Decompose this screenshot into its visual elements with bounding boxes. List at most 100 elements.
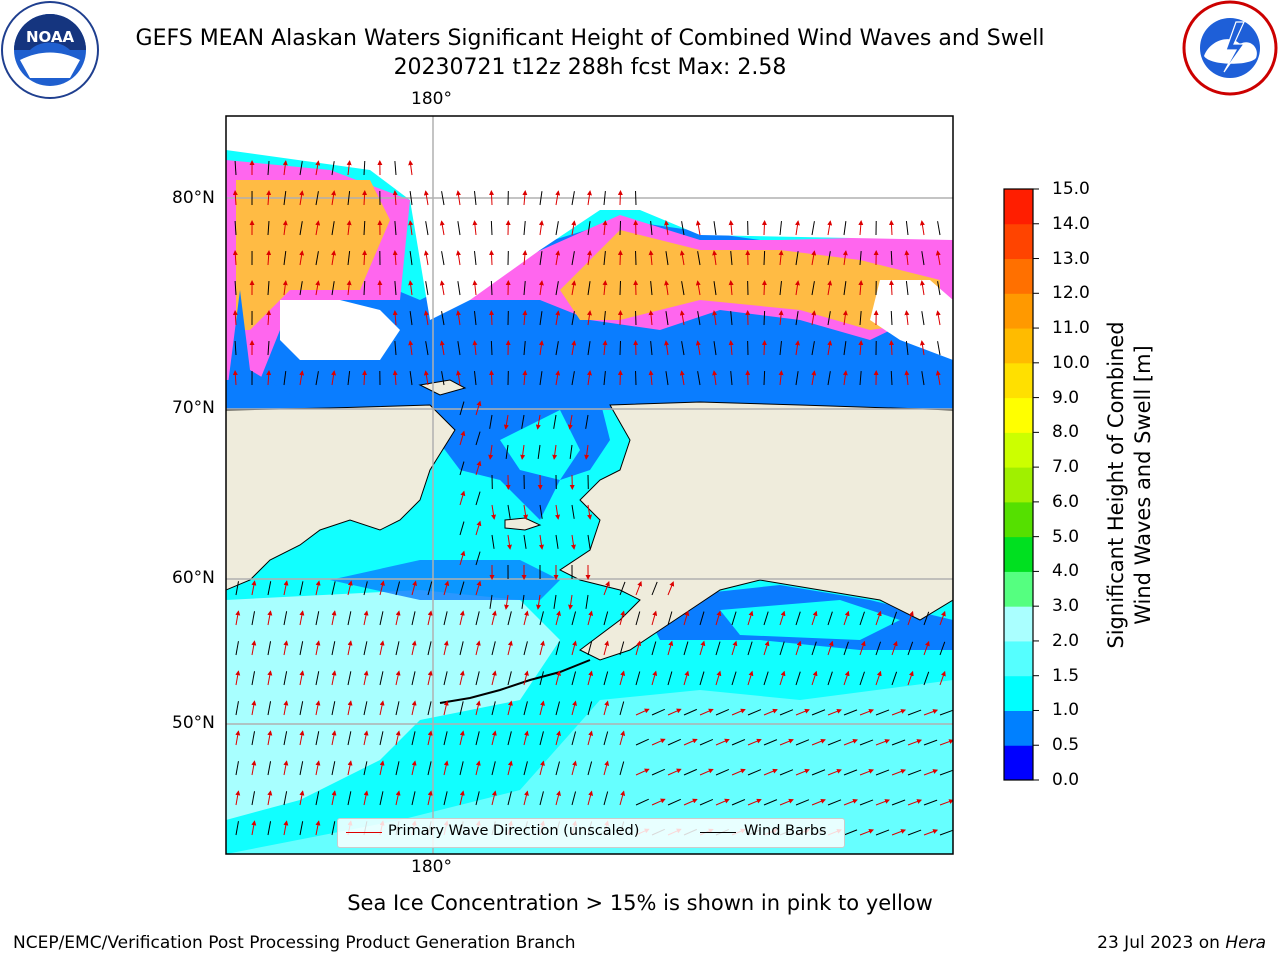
wind-barb [843,341,847,356]
wave-direction-arrow [859,640,866,656]
wave-direction-arrow [747,670,754,686]
wind-barb [267,220,270,236]
wave-direction-arrow [299,730,305,746]
wave-direction-arrow [443,760,449,776]
wind-barb [315,611,320,626]
wind-barb [441,251,445,266]
wave-direction-arrow [712,370,718,386]
wave-direction-arrow [728,280,734,296]
wind-barb [859,371,862,386]
wind-barb [681,221,685,236]
wave-direction-arrow [587,790,593,806]
lat-label-60n: 60°N [172,568,215,588]
wind-barb [555,221,559,236]
wave-direction-arrow [667,640,674,656]
wind-barb [571,504,575,519]
wave-direction-arrow [379,580,385,596]
wind-barb [699,611,705,626]
wind-barb [441,191,445,206]
wave-direction-arrow [346,280,352,296]
wave-direction-arrow [523,790,529,806]
wave-direction-arrow [683,798,698,806]
wave-direction-arrow [602,220,608,236]
wave-direction-arrow [603,760,610,776]
wave-direction-arrow [283,760,289,776]
colorbar-tick-label: 3.0 [1052,596,1080,617]
wind-barb [843,281,847,296]
wave-direction-arrow [267,610,273,626]
wind-barb [347,371,351,386]
wind-barb [667,671,673,686]
wave-direction-arrow [859,829,874,836]
wave-direction-arrow [795,768,810,776]
wind-barb [571,251,575,266]
wind-barb [603,251,606,266]
colorbar-tick-label: 7.0 [1052,457,1080,478]
wind-barb [571,311,575,326]
wave-direction-arrow [475,760,481,776]
colorbar-segment [1004,362,1033,399]
wind-barb [699,798,714,806]
wave-direction-arrow [362,370,368,386]
wave-direction-arrow [568,594,574,610]
wind-barb [267,280,270,296]
wave-direction-arrow [603,700,610,716]
wave-direction-arrow [859,709,874,716]
wave-direction-arrow [522,250,528,266]
sea-ice-orange-east [560,230,940,330]
wind-barb [555,641,560,656]
wave-direction-arrow [679,250,685,266]
wave-direction-arrow [331,250,337,266]
wind-barb [891,799,906,806]
wind-barb [299,641,304,656]
wave-direction-arrow [232,190,238,206]
wind-barb [859,671,865,686]
wave-direction-arrow [617,250,623,266]
wave-direction-arrow [571,534,576,550]
wave-direction-arrow [299,610,305,626]
wind-barb [603,191,606,206]
wind-barb [555,534,559,549]
wind-barb [891,611,898,626]
wave-direction-arrow [475,520,482,536]
wind-barb [490,280,493,296]
wave-direction-arrow [459,670,465,686]
wave-direction-arrow [283,820,289,836]
wind-barb [521,414,525,429]
wind-barb [923,799,938,806]
wind-barb [235,701,239,716]
wind-barb [921,251,925,266]
wind-barb [299,821,304,836]
wind-barb [459,581,465,596]
wind-barb [571,611,577,626]
wind-barb [699,738,714,746]
wind-barb [427,761,432,776]
wave-direction-arrow [411,700,417,716]
footer-date-text: 23 Jul 2023 on [1097,933,1226,953]
wave-direction-arrow [747,610,754,626]
wind-barb [571,191,575,206]
wave-direction-arrow [423,250,429,266]
wind-barb [731,739,746,746]
wind-barb [619,761,625,776]
wind-barb [937,341,941,356]
wind-barb [299,161,303,176]
colorbar-tick-label: 1.5 [1052,665,1080,686]
wind-barb [859,739,874,746]
wave-direction-arrow [251,580,257,596]
wave-direction-arrow [459,430,466,446]
wind-barb [251,731,256,746]
lat-label-70n: 70°N [172,398,215,418]
wind-barb [681,341,685,356]
wave-direction-arrow [648,310,654,326]
wave-direction-arrow [664,340,670,356]
wind-barb [907,829,922,836]
wind-barb [890,310,893,326]
wind-barb [409,251,413,266]
wind-barb [539,731,544,746]
wind-barb [650,341,653,356]
wave-direction-arrow [795,708,810,716]
colorbar-tick-label: 5.0 [1052,526,1080,547]
wave-direction-arrow [489,370,495,386]
wave-direction-arrow [763,640,770,656]
